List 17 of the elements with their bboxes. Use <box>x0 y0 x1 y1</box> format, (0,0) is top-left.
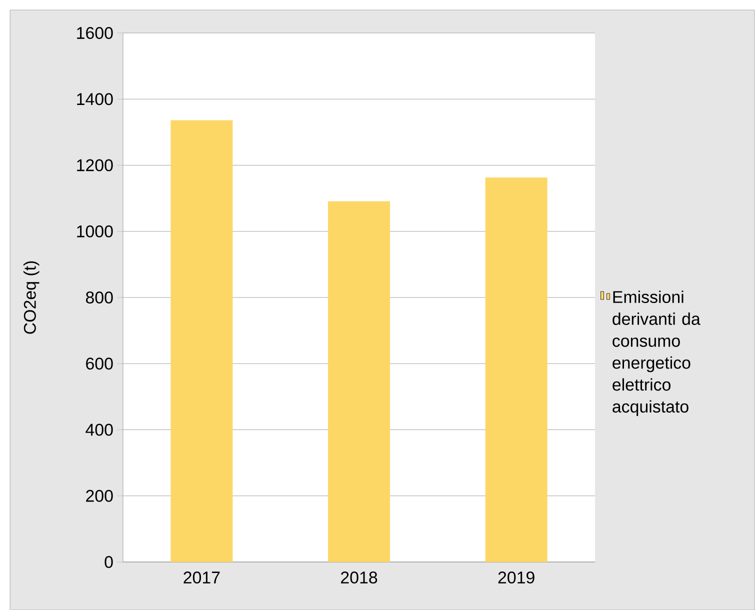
y-tick-label: 400 <box>86 424 113 436</box>
y-tick-label: 1200 <box>77 159 113 172</box>
x-tick-label: 2017 <box>184 572 220 584</box>
y-tick-label: 1000 <box>77 225 113 238</box>
bar <box>485 177 548 562</box>
y-tick-label: 1400 <box>77 93 113 106</box>
bar <box>328 201 390 562</box>
x-tick-label: 2018 <box>341 572 378 584</box>
x-tick-label: 2019 <box>498 572 534 584</box>
y-tick-label: 600 <box>86 358 113 370</box>
y-axis-title: CO2eq (t) <box>23 261 40 334</box>
bar <box>170 120 233 562</box>
y-tick-label: 200 <box>86 490 113 502</box>
legend-label: Emissioni derivanti da consumo energetico elettrico acquistato <box>612 290 700 416</box>
y-tick-label: 1600 <box>77 26 113 39</box>
y-tick-label: 0 <box>104 556 113 568</box>
y-tick-label: 800 <box>86 291 113 304</box>
